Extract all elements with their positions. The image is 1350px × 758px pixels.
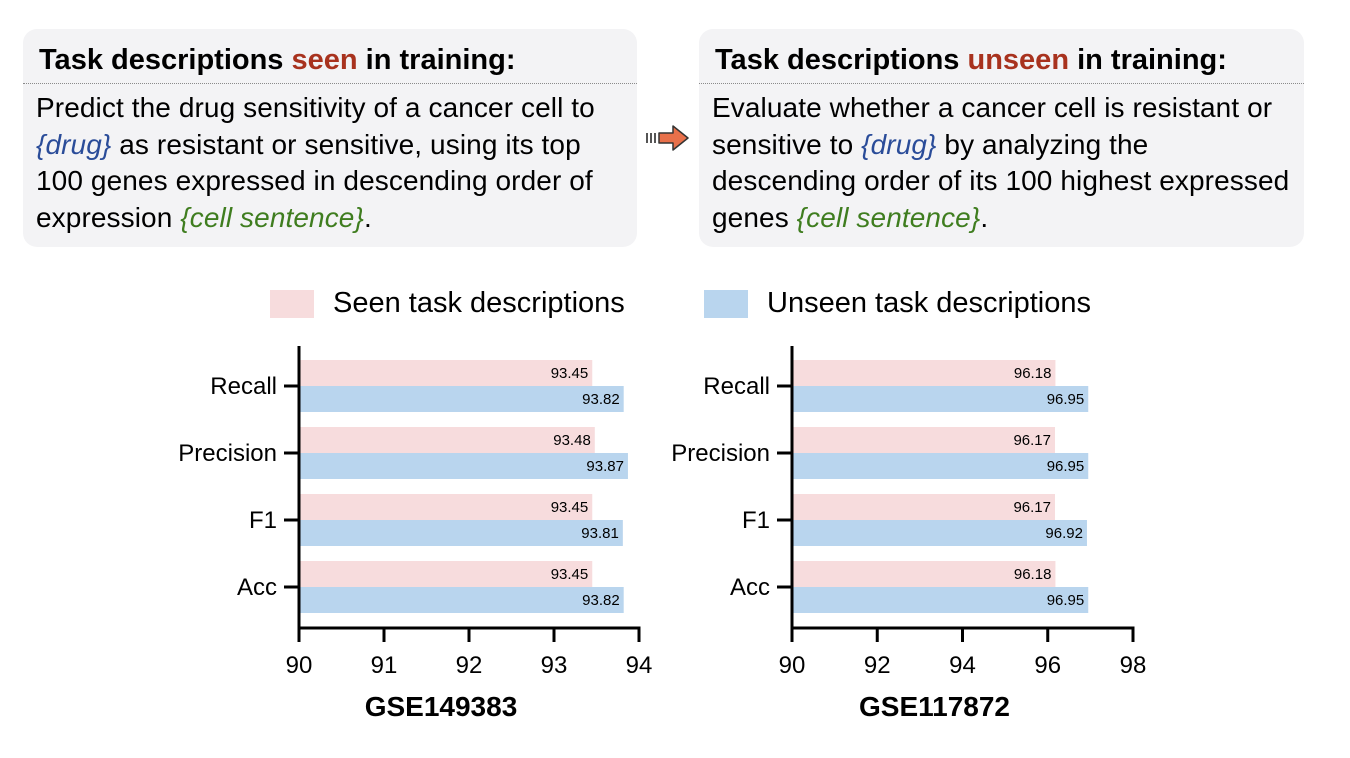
legend-label-seen: Seen task descriptions — [333, 287, 625, 319]
unseen-text-part: by analyzing the descending order of its… — [712, 128, 1290, 233]
chart-gse149383: 93.45 93.82 Recall 93.48 93.87 Precision 93.45… — [178, 346, 652, 722]
x-tick-label: 96 — [1034, 652, 1061, 679]
unseen-bar-precision — [792, 453, 1089, 479]
unseen-box-title: Task descriptions unseen in training: — [699, 29, 1304, 84]
seen-text-part: . — [363, 201, 372, 233]
seen-value-label-precision: 96.17 — [1013, 432, 1051, 449]
unseen-bar-acc — [792, 587, 1089, 613]
right-arrow-icon — [644, 122, 692, 154]
unseen-bar-precision — [299, 453, 628, 479]
unseen-bar-f1 — [792, 520, 1087, 546]
unseen-value-label-recall: 96.95 — [1047, 391, 1085, 408]
unseen-task-text: Evaluate whether a cancer cell is resist… — [699, 84, 1304, 236]
seen-bar-acc — [299, 561, 593, 587]
x-tick-label: 93 — [541, 652, 568, 679]
unseen-bar-recall — [299, 386, 624, 412]
chart-title-gse149383: GSE149383 — [365, 691, 518, 722]
unseen-text-part: Evaluate whether a cancer cell is resist… — [712, 92, 1273, 160]
category-label-recall: Recall — [210, 373, 277, 400]
x-tick-label: 91 — [371, 652, 398, 679]
unseen-value-label-acc: 96.95 — [1047, 592, 1085, 609]
seen-bar-precision — [299, 427, 595, 453]
seen-bar-precision — [792, 427, 1055, 453]
seen-text-part: as resistant or sensitive, using its top… — [36, 128, 593, 233]
legend-item-unseen: Unseen task descriptions — [704, 287, 1091, 320]
seen-value-label-acc: 93.45 — [551, 566, 589, 583]
category-label-recall: Recall — [703, 373, 770, 400]
seen-bar-recall — [792, 360, 1056, 386]
unseen-bar-acc — [299, 587, 624, 613]
seen-text-part: Predict the drug sensitivity of a cancer… — [36, 92, 595, 123]
unseen-cell-sentence-variable: {cell sentence} — [796, 201, 981, 233]
seen-bar-f1 — [299, 494, 593, 520]
seen-box-title: Task descriptions seen in training: — [23, 29, 637, 84]
legend-item-seen: Seen task descriptions — [270, 287, 625, 320]
x-tick-label: 92 — [456, 652, 483, 679]
category-label-precision: Precision — [178, 440, 277, 467]
category-label-acc: Acc — [237, 574, 277, 601]
category-label-f1: F1 — [742, 507, 770, 534]
unseen-value-label-precision: 96.95 — [1047, 458, 1085, 475]
category-label-precision: Precision — [671, 440, 770, 467]
x-tick-label: 90 — [286, 652, 313, 679]
chart-title-gse117872: GSE117872 — [859, 691, 1010, 722]
category-label-acc: Acc — [730, 574, 770, 601]
seen-cell-sentence-variable: {cell sentence} — [180, 201, 364, 233]
chart-legend: Seen task descriptions Unseen task descr… — [0, 283, 1350, 323]
unseen-bar-recall — [792, 386, 1089, 412]
chart-gse117872: 96.18 96.95 Recall 96.17 96.95 Precision 96.17… — [671, 346, 1146, 722]
legend-swatch-unseen — [704, 289, 748, 318]
legend-swatch-seen — [270, 289, 314, 318]
seen-value-label-recall: 93.45 — [551, 365, 589, 382]
unseen-title-post: in training: — [1069, 44, 1227, 76]
unseen-title-pre: Task descriptions — [715, 44, 968, 76]
x-tick-label: 94 — [626, 652, 653, 679]
unseen-text-part: . — [980, 201, 989, 233]
legend-label-unseen: Unseen task descriptions — [767, 287, 1091, 319]
seen-title-post: in training: — [357, 44, 516, 76]
x-tick-label: 94 — [949, 652, 976, 679]
category-label-f1: F1 — [249, 507, 277, 534]
unseen-title-highlight: unseen — [967, 44, 1070, 76]
seen-drug-variable: {drug} — [36, 128, 112, 160]
unseen-bar-f1 — [299, 520, 623, 546]
seen-task-text: Predict the drug sensitivity of a cancer… — [23, 84, 637, 236]
unseen-drug-variable: {drug} — [861, 128, 937, 160]
x-tick-label: 90 — [779, 652, 806, 679]
unseen-value-label-recall: 93.82 — [582, 391, 620, 408]
seen-task-description-box: Task descriptions seen in training: Pred… — [23, 29, 637, 247]
x-tick-label: 98 — [1120, 652, 1147, 679]
seen-bar-acc — [792, 561, 1056, 587]
seen-bar-f1 — [792, 494, 1055, 520]
seen-value-label-precision: 93.48 — [553, 432, 591, 449]
unseen-value-label-f1: 93.81 — [581, 525, 619, 542]
seen-value-label-f1: 93.45 — [551, 499, 589, 516]
unseen-value-label-f1: 96.92 — [1045, 525, 1083, 542]
seen-value-label-acc: 96.18 — [1014, 566, 1052, 583]
seen-title-highlight: seen — [291, 44, 358, 76]
seen-value-label-recall: 96.18 — [1014, 365, 1052, 382]
unseen-value-label-precision: 93.87 — [586, 458, 624, 475]
unseen-value-label-acc: 93.82 — [582, 592, 620, 609]
unseen-task-description-box: Task descriptions unseen in training: Ev… — [699, 29, 1304, 247]
seen-title-pre: Task descriptions — [39, 44, 292, 76]
seen-value-label-f1: 96.17 — [1013, 499, 1051, 516]
seen-bar-recall — [299, 360, 593, 386]
x-tick-label: 92 — [864, 652, 891, 679]
